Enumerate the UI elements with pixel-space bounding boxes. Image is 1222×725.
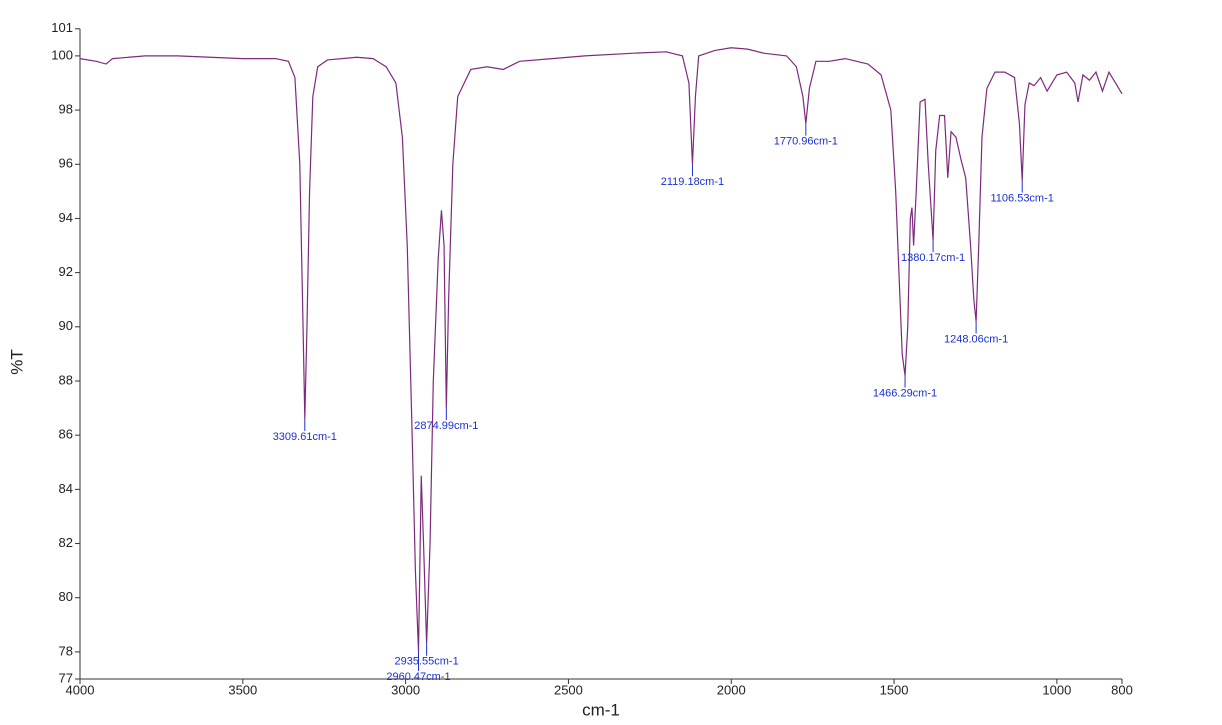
peak-label: 2874.99cm-1 (414, 420, 478, 432)
x-tick-label: 1500 (880, 682, 909, 697)
peak-label: 1466.29cm-1 (873, 387, 937, 399)
y-tick-label: 82 (59, 535, 73, 550)
y-tick-label: 100 (51, 47, 73, 62)
x-tick-label: 2500 (554, 682, 583, 697)
peak-label: 2119.18cm-1 (661, 176, 724, 188)
x-axis-title: cm-1 (582, 700, 620, 719)
peak-label: 2935.55cm-1 (395, 656, 459, 668)
x-tick-label: 3000 (391, 682, 420, 697)
y-tick-label: 84 (59, 481, 73, 496)
peak-label: 1770.96cm-1 (774, 136, 838, 148)
x-tick-label: 2000 (717, 682, 746, 697)
x-tick-label: 4000 (66, 682, 95, 697)
y-tick-label: 90 (59, 318, 73, 333)
peak-label: 1106.53cm-1 (990, 192, 1053, 204)
y-tick-label: 88 (59, 372, 73, 387)
x-tick-label: 1000 (1042, 682, 1071, 697)
peak-label: 1380.17cm-1 (901, 252, 965, 264)
y-tick-label: 94 (59, 210, 73, 225)
y-axis-title: %T (7, 349, 26, 375)
y-tick-label: 96 (59, 156, 73, 171)
peak-label: 3309.61cm-1 (273, 431, 337, 443)
y-tick-label: 80 (59, 589, 73, 604)
spectrum-line (79, 47, 1123, 652)
x-tick-label: 3500 (228, 682, 257, 697)
y-tick-label: 86 (59, 427, 73, 442)
peak-label: 1248.06cm-1 (944, 333, 1008, 345)
peak-label: 2960.47cm-1 (386, 671, 450, 683)
y-tick-label: 101 (51, 20, 73, 35)
y-tick-label: 78 (59, 643, 73, 658)
y-tick-label: 92 (59, 264, 73, 279)
x-tick-label: 800 (1111, 682, 1133, 697)
y-tick-label: 98 (59, 102, 73, 117)
y-tick-label: 77 (59, 670, 73, 685)
